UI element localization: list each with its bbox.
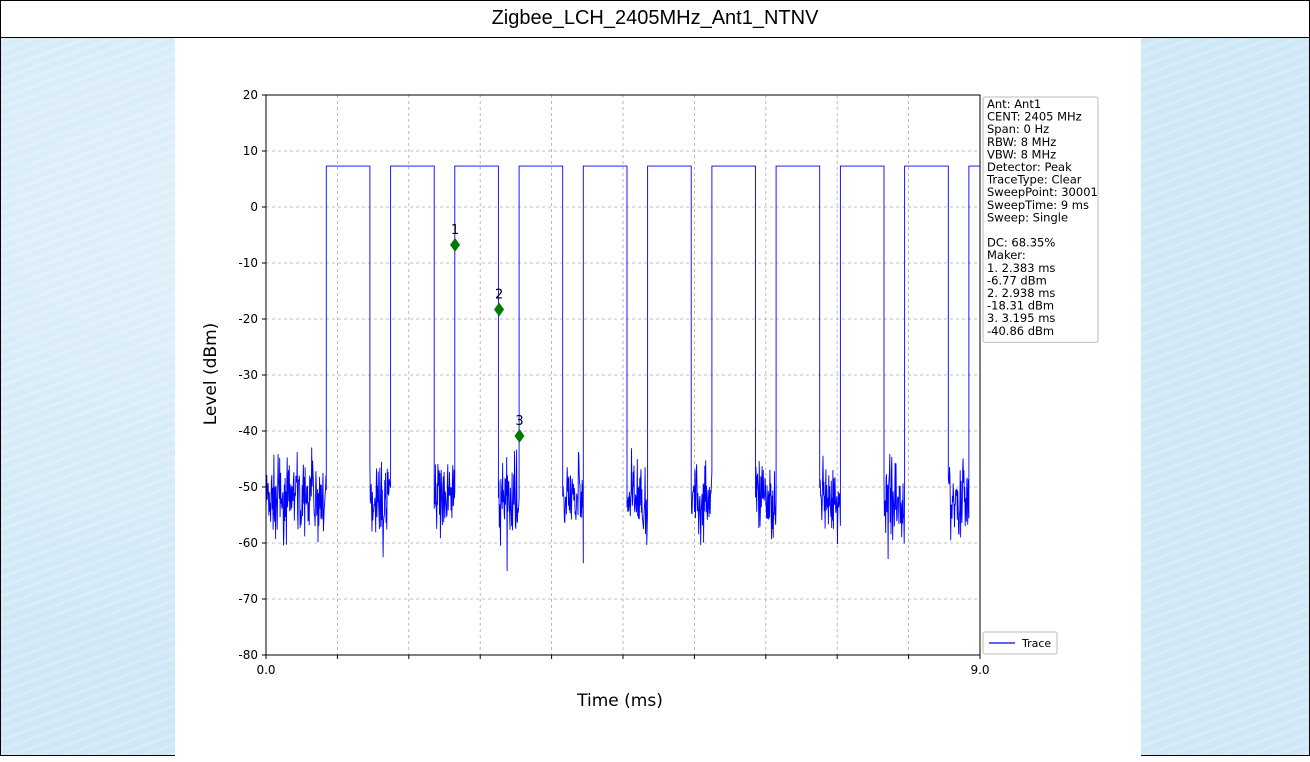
info-box-line: SweepTime: 9 ms bbox=[987, 198, 1089, 212]
info-box-line: 2. 2.938 ms bbox=[987, 286, 1055, 300]
info-box-line: Span: 0 Hz bbox=[987, 122, 1049, 136]
y-tick-label: -40 bbox=[238, 424, 258, 438]
trace-series bbox=[265, 165, 980, 572]
page-title: Zigbee_LCH_2405MHz_Ant1_NTNV bbox=[1, 1, 1309, 38]
info-box-line: Detector: Peak bbox=[987, 160, 1072, 174]
legend: Trace bbox=[982, 631, 1058, 655]
marker-label: 2 bbox=[495, 288, 503, 303]
info-box-line: RBW: 8 MHz bbox=[987, 135, 1056, 149]
y-tick-label: -10 bbox=[238, 256, 258, 270]
info-box-line: -6.77 dBm bbox=[987, 273, 1047, 287]
y-tick-label: -80 bbox=[238, 648, 258, 662]
legend-frame bbox=[982, 631, 1058, 655]
marker-label: 1 bbox=[451, 223, 459, 238]
info-box-line: Maker: bbox=[987, 248, 1026, 262]
legend-label: Trace bbox=[1021, 637, 1051, 650]
info-box-line: TraceType: Clear bbox=[986, 173, 1082, 187]
grid-lines bbox=[266, 94, 980, 656]
info-box-line: SweepPoint: 30001 bbox=[987, 185, 1098, 199]
marker-label: 3 bbox=[515, 414, 523, 429]
y-tick-label: 20 bbox=[243, 88, 258, 102]
info-box-line: Ant: Ant1 bbox=[987, 97, 1041, 111]
y-tick-label: -30 bbox=[238, 368, 258, 382]
info-box-frame bbox=[982, 96, 1099, 343]
info-box-line: DC: 68.35% bbox=[987, 236, 1055, 250]
y-tick-label: -50 bbox=[238, 480, 258, 494]
info-box-line: -18.31 dBm bbox=[987, 299, 1054, 313]
info-box-line: CENT: 2405 MHz bbox=[987, 110, 1082, 124]
y-tick-label: -70 bbox=[238, 592, 258, 606]
y-tick-label: 10 bbox=[243, 144, 258, 158]
info-box-line: -40.86 dBm bbox=[987, 324, 1054, 338]
axes: 20 10 0 -10 -20 -30 -40 -50 -60 -70 -800.0 9.0 bbox=[238, 88, 989, 677]
marker-point bbox=[514, 428, 525, 443]
x-axis-title: Time (ms) bbox=[576, 691, 663, 711]
info-box-line: VBW: 8 MHz bbox=[987, 147, 1056, 161]
marker-point bbox=[450, 237, 461, 252]
trace-line bbox=[265, 165, 980, 572]
info-box-line: 1. 2.383 ms bbox=[987, 261, 1055, 275]
x-tick-label: 0.0 bbox=[256, 663, 275, 677]
y-tick-label: -60 bbox=[238, 536, 258, 550]
info-box-line: 3. 3.195 ms bbox=[987, 311, 1055, 325]
x-tick-label: 9.0 bbox=[970, 663, 989, 677]
y-axis-title: Level (dBm) bbox=[201, 323, 221, 426]
y-tick-label: 0 bbox=[250, 200, 258, 214]
marker-point bbox=[494, 302, 505, 317]
markers: 1 2 3 bbox=[450, 223, 525, 443]
y-tick-label: -20 bbox=[238, 312, 258, 326]
plot-frame bbox=[265, 94, 981, 656]
info-box-line: Sweep: Single bbox=[987, 210, 1068, 224]
